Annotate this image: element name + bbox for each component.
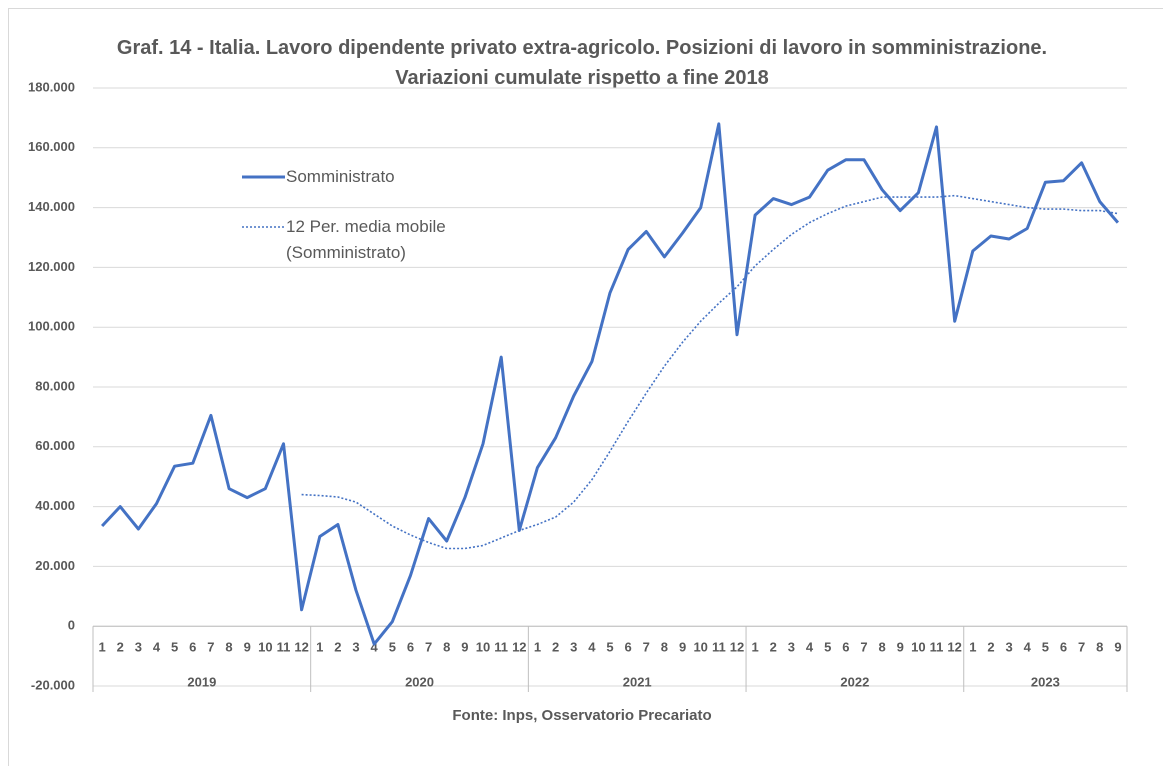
x-tick-label: 2 bbox=[552, 640, 559, 655]
y-tick-label: -20.000 bbox=[31, 677, 75, 692]
series-line bbox=[101, 122, 1120, 646]
x-tick-label: 3 bbox=[570, 640, 577, 655]
x-tick-label: 6 bbox=[842, 640, 849, 655]
x-tick-label: 10 bbox=[476, 640, 490, 655]
x-tick-label: 11 bbox=[712, 640, 726, 655]
x-tick-label: 9 bbox=[461, 640, 468, 655]
x-group-label: 2023 bbox=[1031, 675, 1060, 690]
x-tick-label: 2 bbox=[987, 640, 994, 655]
x-tick-label: 11 bbox=[930, 640, 944, 655]
x-tick-label: 1 bbox=[316, 640, 323, 655]
x-tick-label: 5 bbox=[171, 640, 178, 655]
x-tick-label: 10 bbox=[911, 640, 925, 655]
x-tick-label: 5 bbox=[824, 640, 831, 655]
y-tick-label: 0 bbox=[68, 618, 75, 633]
x-tick-label: 10 bbox=[258, 640, 272, 655]
x-tick-label: 1 bbox=[98, 640, 105, 655]
x-tick-label: 12 bbox=[947, 640, 961, 655]
x-tick-label: 3 bbox=[788, 640, 795, 655]
x-tick-label: 4 bbox=[806, 640, 814, 655]
x-tick-label: 9 bbox=[679, 640, 686, 655]
y-tick-label: 20.000 bbox=[35, 558, 75, 573]
x-group-label: 2022 bbox=[840, 675, 869, 690]
x-tick-label: 2 bbox=[770, 640, 777, 655]
y-tick-label: 160.000 bbox=[28, 139, 75, 154]
y-tick-label: 100.000 bbox=[28, 319, 75, 334]
x-tick-label: 7 bbox=[207, 640, 214, 655]
x-tick-label: 6 bbox=[625, 640, 632, 655]
x-tick-label: 1 bbox=[534, 640, 541, 655]
x-tick-label: 8 bbox=[1096, 640, 1103, 655]
x-tick-label: 9 bbox=[897, 640, 904, 655]
x-tick-label: 6 bbox=[1060, 640, 1067, 655]
x-tick-label: 5 bbox=[606, 640, 613, 655]
x-tick-label: 8 bbox=[661, 640, 668, 655]
x-tick-label: 7 bbox=[425, 640, 432, 655]
x-tick-label: 10 bbox=[693, 640, 707, 655]
x-tick-label: 2 bbox=[117, 640, 124, 655]
x-tick-label: 8 bbox=[878, 640, 885, 655]
x-tick-label: 8 bbox=[225, 640, 232, 655]
source: Fonte: Inps, Osservatorio Precariato bbox=[452, 707, 711, 724]
x-tick-label: 8 bbox=[443, 640, 450, 655]
x-tick-label: 1 bbox=[752, 640, 759, 655]
x-tick-label: 7 bbox=[860, 640, 867, 655]
x-tick-label: 5 bbox=[389, 640, 396, 655]
x-tick-label: 9 bbox=[1114, 640, 1121, 655]
y-tick-label: 40.000 bbox=[35, 498, 75, 513]
x-tick-label: 6 bbox=[407, 640, 414, 655]
x-tick-label: 3 bbox=[135, 640, 142, 655]
x-tick-label: 1 bbox=[969, 640, 976, 655]
y-tick-label: 180.000 bbox=[28, 79, 75, 94]
x-tick-label: 7 bbox=[643, 640, 650, 655]
x-tick-label: 12 bbox=[512, 640, 526, 655]
y-tick-label: 120.000 bbox=[28, 259, 75, 274]
x-tick-label: 4 bbox=[153, 640, 161, 655]
x-tick-label: 4 bbox=[1024, 640, 1032, 655]
series-line bbox=[301, 194, 1119, 550]
x-tick-label: 7 bbox=[1078, 640, 1085, 655]
x-tick-label: 6 bbox=[189, 640, 196, 655]
chart-title: Graf. 14 - Italia. Lavoro dipendente pri… bbox=[116, 37, 1048, 89]
x-tick-label: 11 bbox=[494, 640, 508, 655]
x-group-label: 2021 bbox=[623, 675, 652, 690]
y-tick-label: 140.000 bbox=[28, 199, 75, 214]
legend-box: Somministrato bbox=[286, 167, 395, 186]
x-group-label: 2019 bbox=[187, 675, 216, 690]
x-tick-label: 3 bbox=[1005, 640, 1012, 655]
x-tick-label: 11 bbox=[277, 640, 291, 655]
y-tick-label: 60.000 bbox=[35, 438, 75, 453]
x-tick-label: 12 bbox=[294, 640, 308, 655]
x-tick-label: 4 bbox=[371, 640, 379, 655]
x-tick-label: 4 bbox=[588, 640, 596, 655]
x-tick-label: 2 bbox=[334, 640, 341, 655]
y-tick-label: 80.000 bbox=[35, 378, 75, 393]
x-tick-label: 3 bbox=[352, 640, 359, 655]
x-tick-label: 9 bbox=[244, 640, 251, 655]
legend-box: 12 Per. media mobile (Somministrato) bbox=[286, 217, 446, 262]
legend-label: 12 Per. media mobile (Somministrato) bbox=[286, 217, 446, 262]
title-box: Graf. 14 - Italia. Lavoro dipendente pri… bbox=[116, 37, 1048, 89]
x-tick-label: 12 bbox=[730, 640, 744, 655]
legend-label: Somministrato bbox=[286, 167, 395, 186]
x-tick-label: 5 bbox=[1042, 640, 1049, 655]
x-group-label: 2020 bbox=[405, 675, 434, 690]
